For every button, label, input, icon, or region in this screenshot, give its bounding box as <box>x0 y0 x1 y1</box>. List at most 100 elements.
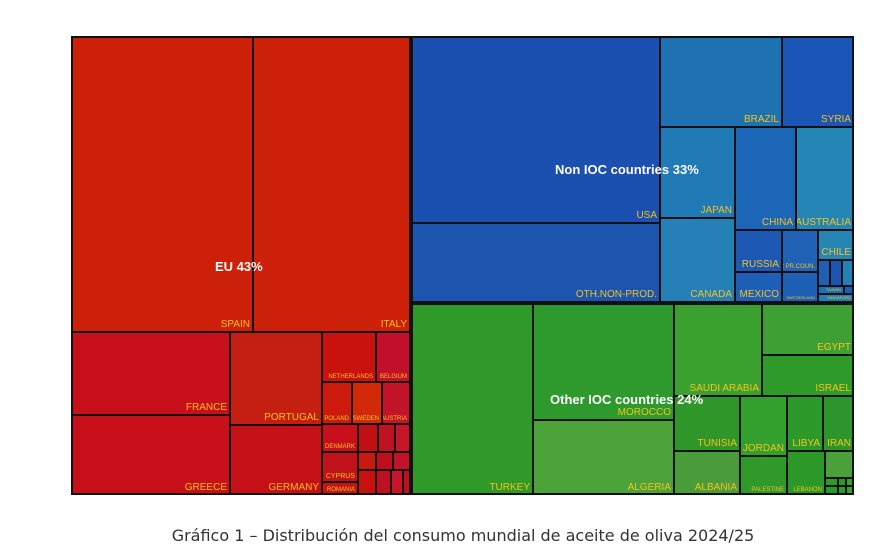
treemap-cell-austria: AUSTRIA <box>382 382 410 424</box>
cell-label: AUSTRIA <box>382 416 407 422</box>
treemap-cell-taiwan: TAIWAN <box>818 286 844 294</box>
group-label: Other IOC countries 24% <box>550 392 704 407</box>
treemap-cell-tunisia: TUNISIA <box>674 396 740 451</box>
treemap-cell-israel: ISRAEL <box>762 355 854 396</box>
treemap-cell-oth-non-prod: OTH.NON-PROD. <box>411 223 660 302</box>
treemap-cell-japan: JAPAN <box>660 127 735 218</box>
treemap-cell-iran: IRAN <box>823 396 854 451</box>
cell-label: RUSSIA <box>741 259 779 270</box>
cell-label: SAUDI ARABIA <box>689 383 759 394</box>
treemap-cell-brazil: BRAZIL <box>660 36 782 127</box>
treemap-cell <box>376 470 391 495</box>
treemap-cell-libya: LIBYA <box>787 396 823 451</box>
treemap-cell-lebanon: LEBANON <box>787 451 825 495</box>
cell-label: IRAN <box>827 438 851 449</box>
cell-label: SPAIN <box>220 319 250 330</box>
cell-label: TUNISIA <box>697 438 737 449</box>
treemap-cell-other-pr-coun: OTHER PR.COUN. <box>782 230 818 272</box>
cell-label: SWITZERLAND <box>786 295 815 300</box>
treemap-cell <box>393 452 410 470</box>
cell-label: SINGAPORE <box>827 295 851 300</box>
treemap-cell <box>825 478 838 486</box>
cell-label: ITALY <box>380 319 407 330</box>
treemap-cell-china: CHINA <box>735 127 796 230</box>
cell-label: BELGIUM <box>379 374 407 380</box>
treemap-cell-belgium: BELGIUM <box>376 332 410 382</box>
cell-label: JORDAN <box>742 443 784 454</box>
cell-label: ALBANIA <box>694 482 737 493</box>
treemap-cell-australia: AUSTRALIA <box>796 127 854 230</box>
treemap-cell-sweden: SWEDEN <box>352 382 382 424</box>
treemap-cell-greece: GREECE <box>71 415 230 495</box>
treemap-cell-morocco: MOROCCO <box>533 303 674 420</box>
cell-label: EGYPT <box>817 342 851 353</box>
treemap-cell <box>825 486 838 495</box>
cell-label: OTHER PR.COUN. <box>783 264 815 270</box>
treemap-cell-romania: ROMANIA <box>322 482 358 495</box>
treemap-chart: SPAIN ITALY FRANCE PORTUGAL NETHERLANDS BELGI… <box>71 36 854 495</box>
group-label: EU 43% <box>215 259 263 274</box>
treemap-cell <box>358 452 376 470</box>
cell-label: MOROCCO <box>617 407 671 418</box>
treemap-cell <box>844 286 854 294</box>
treemap-cell-turkey: TURKEY <box>411 303 533 495</box>
cell-label: PALESTINE <box>751 487 784 493</box>
treemap-cell-cyprus: CYPRUS <box>322 452 358 482</box>
cell-label: GERMANY <box>268 482 319 493</box>
treemap-cell-algeria: ALGERIA <box>533 420 674 495</box>
cell-label: TAIWAN <box>825 287 841 292</box>
cell-label: CANADA <box>690 289 732 300</box>
group-label: Non IOC countries 33% <box>555 162 699 177</box>
treemap-cell <box>830 260 842 286</box>
cell-label: CHILE <box>821 247 851 258</box>
cell-label: ISRAEL <box>815 383 851 394</box>
treemap-cell-italy: ITALY <box>253 36 410 332</box>
treemap-cell <box>391 470 403 495</box>
treemap-cell <box>358 424 378 452</box>
treemap-cell-mexico: MEXICO <box>735 272 782 302</box>
cell-label: USA <box>636 210 657 221</box>
cell-label: POLAND <box>324 416 349 422</box>
cell-label: LIBYA <box>792 438 820 449</box>
treemap-cell-portugal: PORTUGAL <box>230 332 322 425</box>
treemap-cell-usa: USA <box>411 36 660 223</box>
treemap-cell-spain: SPAIN <box>71 36 253 332</box>
cell-label: AUSTRALIA <box>796 217 851 228</box>
treemap-cell <box>358 470 376 495</box>
treemap-cell <box>842 260 854 286</box>
treemap-cell <box>846 478 854 486</box>
cell-label: LEBANON <box>793 487 822 493</box>
cell-label: CYPRUS <box>325 473 355 480</box>
treemap-cell-switzerland: SWITZERLAND <box>782 272 818 302</box>
treemap-cell-singapore: SINGAPORE <box>818 294 854 302</box>
cell-label: TURKEY <box>489 482 530 493</box>
cell-label: OTH.NON-PROD. <box>575 289 657 300</box>
treemap-cell-jordan: JORDAN <box>740 396 787 456</box>
chart-caption: Gráfico 1 – Distribución del consumo mun… <box>171 526 755 545</box>
cell-label: MEXICO <box>739 289 779 300</box>
treemap-cell <box>838 486 846 495</box>
treemap-cell-egypt: EGYPT <box>762 303 854 355</box>
treemap-cell-palestine: PALESTINE <box>740 456 787 495</box>
treemap-cell <box>825 451 854 478</box>
cell-label: BRAZIL <box>743 114 779 125</box>
cell-label: DENMARK <box>324 444 355 450</box>
cell-label: GREECE <box>184 482 227 493</box>
treemap-cell-syria: SYRIA <box>782 36 854 127</box>
treemap-cell-canada: CANADA <box>660 218 735 302</box>
cell-label: CHINA <box>761 217 793 228</box>
treemap-cell-netherlands: NETHERLANDS <box>322 332 376 382</box>
cell-label: ALGERIA <box>627 482 671 493</box>
treemap-cell-saudi-arabia: SAUDI ARABIA <box>674 303 762 396</box>
treemap-cell-albania: ALBANIA <box>674 451 740 495</box>
cell-label: SWEDEN <box>352 416 379 422</box>
treemap-cell-poland: POLAND <box>322 382 352 424</box>
treemap-cell-chile: CHILE <box>818 230 854 260</box>
cell-label: ROMANIA <box>326 487 355 493</box>
treemap-cell-denmark: DENMARK <box>322 424 358 452</box>
cell-label: SYRIA <box>820 114 851 125</box>
treemap-cell-russia: RUSSIA <box>735 230 782 272</box>
treemap-cell <box>378 424 395 452</box>
treemap-cell <box>403 470 410 495</box>
cell-label: PORTUGAL <box>264 412 319 423</box>
